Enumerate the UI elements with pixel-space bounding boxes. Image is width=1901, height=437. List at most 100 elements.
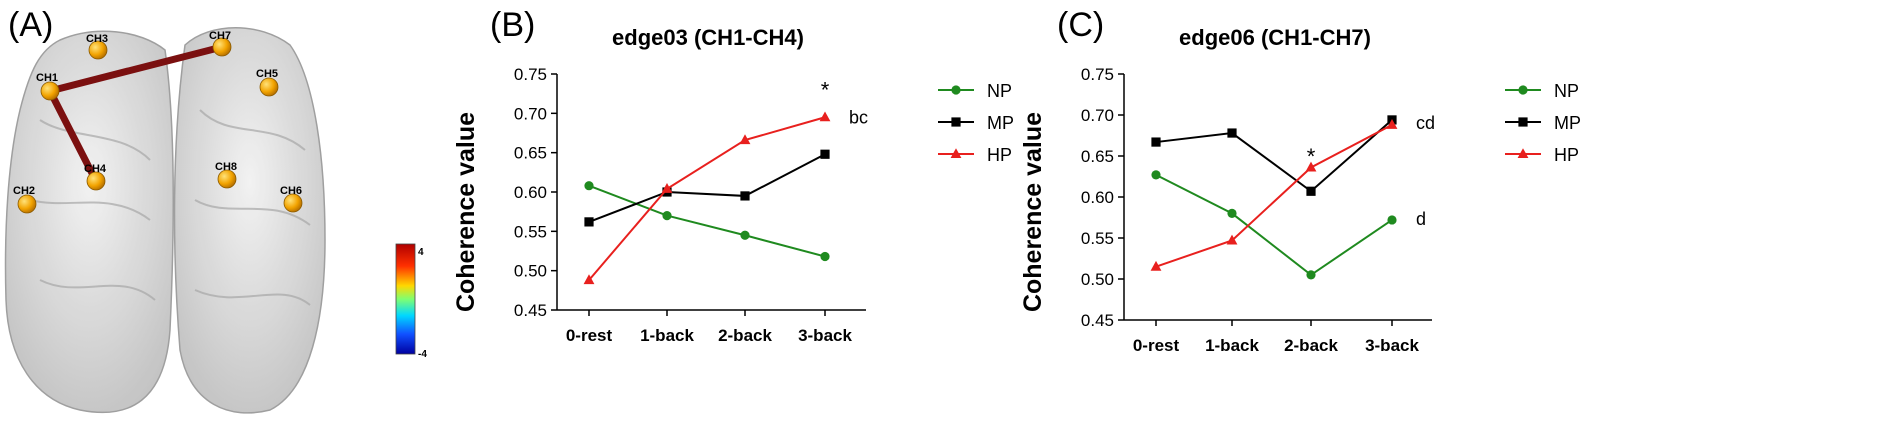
legend-label: HP [1554,145,1579,165]
data-point-np-2 [1306,270,1316,280]
data-point-hp-2 [1305,161,1317,172]
data-point-np-1 [662,211,672,221]
data-point-mp-1 [1227,128,1237,138]
channel-node-ch3 [88,40,108,60]
y-axis-label: Coherence value [452,112,480,312]
y-tick-label: 0.60 [1081,188,1114,207]
series-mp [1151,115,1397,196]
data-point-hp-2 [739,134,751,145]
y-tick-label: 0.65 [1081,147,1114,166]
series-line-mp [588,153,826,223]
brain-image [4,27,326,414]
channel-node-ch5 [259,77,279,97]
legend-marker-mp [1518,117,1528,127]
annotations: * cd d [1307,113,1435,229]
x-tick-label: 1-back [640,326,694,345]
y-tick-label: 0.55 [1081,229,1114,248]
channel-node-ch2 [17,194,37,214]
legend-marker-mp [951,117,961,127]
series-line-np [588,184,826,258]
data-point-np-3 [820,251,830,262]
channel-label-ch6: CH6 [280,185,302,197]
data-point-np-0 [1151,170,1161,180]
series-line-hp [588,116,826,281]
channel-node-ch4 [86,171,106,191]
x-tick-label: 2-back [718,326,772,345]
series-hp [1150,119,1398,271]
x-tick-label: 0-rest [1133,336,1180,355]
annotation-label: d [1416,209,1426,229]
chart-edge03: (B) edge03 (CH1-CH4) Coherence value 0.4… [452,6,1014,345]
channel-node-ch6 [283,193,303,213]
data-point-np-0 [584,181,594,191]
legend-item-np: NP [1505,81,1579,101]
chart-title: edge03 (CH1-CH4) [612,25,804,50]
data-point-np-3 [1387,215,1397,225]
channel-label-ch1: CH1 [36,72,58,84]
channel-node-ch1 [40,81,60,101]
legend: NP MP HP [938,81,1014,165]
channel-label-ch7: CH7 [209,30,231,42]
y-tick-label: 0.50 [514,262,547,281]
legend-marker-hp [950,148,962,158]
axes: 0.45 0.50 0.55 0.60 0.65 0.70 0.75 0-rest 1-back… [1081,65,1432,355]
x-tick-label: 2-back [1284,336,1338,355]
annotation-label: bc [849,107,868,127]
data-point-np-2 [740,230,750,240]
colorbar-min-label: -4 [418,349,427,360]
series-group [583,111,831,285]
legend-label: HP [987,145,1012,165]
colorbar-max-label: 4 [418,247,424,258]
chart-title: edge06 (CH1-CH7) [1179,25,1371,50]
series-group [1150,115,1398,280]
annotations: * bc [821,78,868,128]
data-point-mp-3 [820,149,830,159]
colorbar: 4 -4 [395,243,427,360]
legend-marker-hp [1517,148,1529,158]
data-point-mp-0 [1151,137,1161,147]
legend-item-hp: HP [938,145,1012,165]
data-point-hp-3 [819,111,831,122]
panel-label-b: (B) [490,6,535,44]
legend-label: NP [1554,81,1579,101]
y-tick-label: 0.45 [1081,311,1114,330]
channel-label-ch8: CH8 [215,161,237,173]
channel-node-ch7 [212,37,232,57]
data-point-hp-3 [1386,119,1398,129]
y-tick-label: 0.55 [514,222,547,241]
x-tick-label: 3-back [798,326,852,345]
channel-label-ch2: CH2 [13,185,35,197]
data-point-hp-0 [583,274,595,285]
x-tick-label: 3-back [1365,336,1419,355]
legend-marker-np [1518,85,1528,95]
legend-label: NP [987,81,1012,101]
legend-label: MP [1554,113,1581,133]
panel-label-a: (A) [8,6,53,44]
data-point-hp-1 [1226,234,1238,245]
legend-item-mp: MP [1505,113,1581,133]
panel-label-c: (C) [1057,6,1104,44]
series-np [584,181,830,262]
y-tick-label: 0.70 [1081,106,1114,125]
brain-edge-1 [46,87,100,185]
channel-node-ch8 [217,169,237,189]
series-hp [583,111,831,285]
y-tick-label: 0.65 [514,144,547,163]
data-point-np-1 [1227,208,1237,218]
annotation-label: cd [1416,113,1435,133]
legend-item-hp: HP [1505,145,1579,165]
channel-label-ch5: CH5 [256,68,278,80]
axes: 0.45 0.50 0.55 0.60 0.65 0.70 0.75 0-rest 1-back… [514,65,866,345]
y-tick-label: 0.75 [514,65,547,84]
y-tick-label: 0.50 [1081,270,1114,289]
legend-item-np: NP [938,81,1012,101]
data-point-mp-0 [584,217,594,227]
data-point-mp-2 [740,191,750,201]
data-point-mp-2 [1306,186,1316,196]
brain-nodes: CH1 CH2 CH3 CH4 CH5 CH6 CH7 CH8 [13,30,303,214]
legend-label: MP [987,113,1014,133]
data-point-hp-0 [1150,260,1162,271]
significance-star: * [1307,144,1316,169]
legend-marker-np [951,85,961,95]
